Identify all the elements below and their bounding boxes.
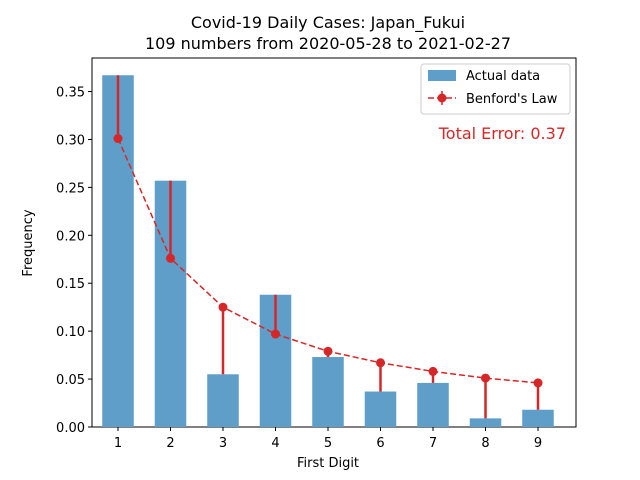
x-tick-label-6: 6 [376, 436, 384, 451]
plot-area [91, 57, 577, 428]
benford-marker-digit-9 [533, 378, 543, 388]
benford-marker-digit-2 [166, 253, 175, 263]
bar-digit-6 [364, 391, 397, 427]
x-tick-label-3: 3 [219, 436, 227, 451]
benford-marker-digit-5 [323, 346, 333, 356]
y-tick-label-0.25: 0.25 [56, 181, 85, 196]
bar-digit-8 [469, 418, 502, 427]
x-tick-label-2: 2 [166, 436, 174, 451]
y-tick-label-0.30: 0.30 [56, 133, 85, 148]
bar-digit-3 [207, 374, 239, 427]
y-tick-label-0.20: 0.20 [56, 229, 85, 244]
legend-label-benford: Benford's Law [466, 92, 558, 107]
y-tick-label-0.15: 0.15 [56, 277, 85, 292]
chart-subtitle: 109 numbers from 2020-05-28 to 2021-02-2… [145, 34, 511, 53]
benford-marker-digit-6 [376, 358, 385, 368]
legend-label-actual: Actual data [466, 69, 540, 84]
y-tick-label-0.05: 0.05 [56, 373, 85, 388]
benford-marker-digit-1 [113, 134, 123, 144]
benford-markers-group [113, 134, 543, 388]
total-error-annotation: Total Error: 0.37 [438, 124, 566, 143]
benford-marker-digit-4 [271, 329, 280, 339]
legend: Actual data Benford's Law [420, 63, 571, 115]
x-tick-label-7: 7 [429, 436, 437, 451]
benford-marker-digit-7 [428, 366, 438, 376]
chart-title: Covid-19 Daily Cases: Japan_Fukui [191, 13, 465, 33]
legend-bar-swatch [428, 70, 456, 81]
x-axis-label: First Digit [297, 456, 359, 471]
y-axis: 0.00 0.05 0.10 0.15 0.20 0.25 0.30 0.35 [56, 86, 92, 436]
x-tick-label-9: 9 [534, 436, 542, 451]
benford-marker-digit-8 [481, 373, 490, 383]
benford-marker-digit-3 [218, 302, 228, 312]
legend-marker-swatch [437, 93, 447, 103]
bar-digit-7 [417, 382, 449, 427]
x-axis: 1 2 3 4 5 6 7 8 9 [114, 427, 542, 451]
bar-digit-9 [522, 409, 554, 427]
y-tick-label-0.10: 0.10 [56, 325, 85, 340]
x-tick-label-8: 8 [481, 436, 489, 451]
x-tick-label-4: 4 [271, 436, 279, 451]
y-tick-label-0.00: 0.00 [56, 421, 85, 436]
y-axis-label: Frequency [21, 209, 36, 276]
legend-frame [420, 63, 571, 115]
x-tick-label-1: 1 [114, 436, 122, 451]
x-tick-label-5: 5 [324, 436, 332, 451]
y-tick-label-0.35: 0.35 [56, 86, 85, 101]
bar-digit-5 [312, 357, 344, 427]
